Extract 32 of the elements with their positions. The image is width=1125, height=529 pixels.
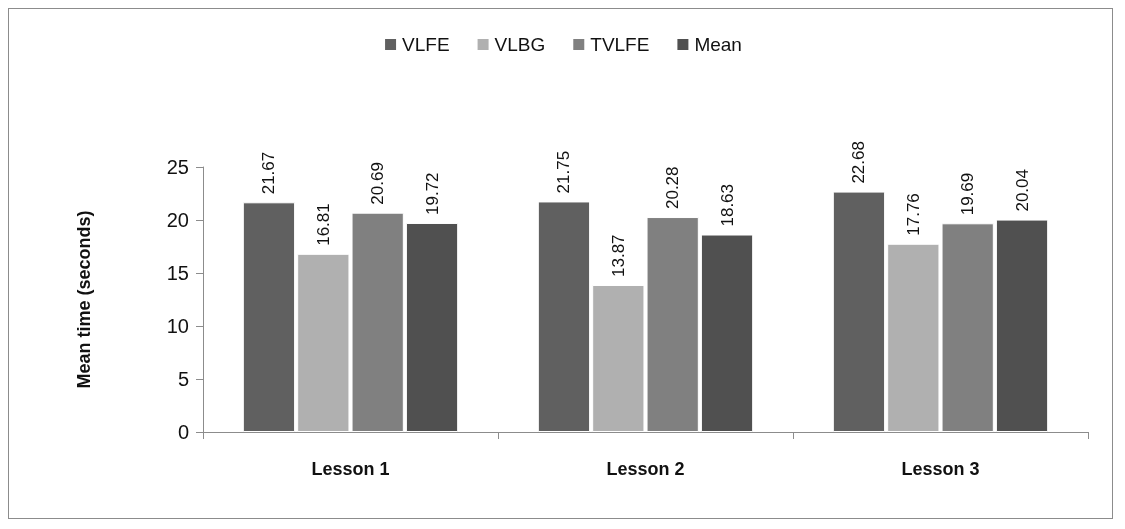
y-tick-label: 25 [166,156,189,178]
legend-label: TVLFE [590,34,650,55]
y-tick-label: 0 [177,421,189,443]
bar [832,191,886,432]
bar [995,219,1049,432]
data-label: 21.67 [259,151,279,195]
data-label: 13.87 [608,234,628,277]
data-label: 20.69 [368,162,388,205]
y-tick-label: 5 [177,368,189,390]
data-label: 20.28 [663,166,683,210]
bar [242,202,296,432]
bar [537,201,591,432]
y-tick-label: 20 [166,209,189,231]
data-label: 19.72 [422,172,442,215]
y-tick-label: 10 [166,315,189,337]
data-label: 19.69 [958,172,978,216]
data-label: 18.63 [717,183,737,227]
x-tick-label: Lesson 2 [606,459,685,479]
legend-label: Mean [694,34,742,55]
data-label: 22.68 [849,141,869,184]
data-label: 20.04 [1012,169,1032,212]
legend-label: VLFE [402,34,450,55]
legend-label: VLBG [494,34,546,55]
x-tick-label: Lesson 3 [901,459,980,479]
data-label: 21.75 [554,150,574,194]
y-tick-label: 15 [166,262,189,284]
y-axis-title: Mean time (seconds) [74,210,94,389]
x-tick-label: Lesson 1 [311,459,390,479]
data-label: 16.81 [313,203,333,246]
data-label: 17.76 [903,193,923,236]
bar [405,222,459,432]
bar [700,234,754,432]
